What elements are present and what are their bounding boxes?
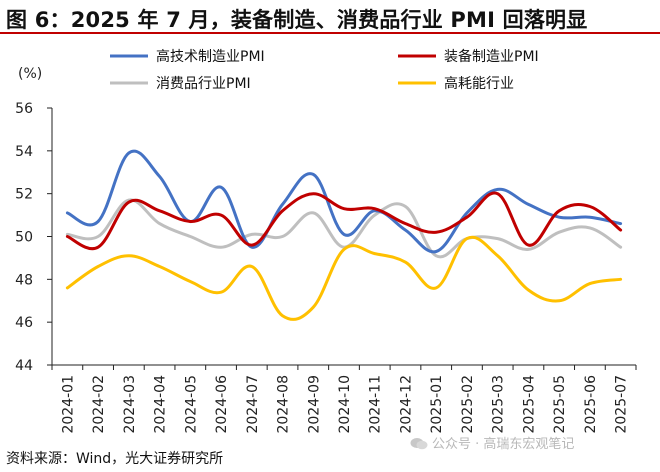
x-tick-label: 2024-09	[306, 375, 322, 434]
x-tick-label: 2024-08	[276, 375, 292, 434]
x-tick-label: 2024-12	[398, 375, 414, 434]
series-line-2	[65, 191, 623, 251]
x-tick-label: 2025-01	[429, 375, 445, 434]
y-tick-label: 52	[15, 187, 33, 203]
x-tick-label: 2024-06	[214, 375, 230, 434]
y-tick-label: 46	[15, 315, 33, 331]
wechat-icon	[410, 438, 428, 450]
legend-label-3: 消费品行业PMI	[156, 76, 251, 92]
title-bar: 图 6：2025 年 7 月，装备制造、消费品行业 PMI 回落明显	[0, 0, 660, 34]
legend-label-4: 高耗能行业	[444, 75, 514, 92]
x-tick-label: 2025-07	[614, 375, 630, 434]
x-tick-label: 2024-10	[337, 375, 353, 434]
x-tick-label: 2025-04	[521, 375, 537, 434]
legend: 高技术制造业PMI 装备制造业PMI 消费品行业PMI 高耗能行业	[110, 48, 539, 92]
x-tick-label: 2024-07	[245, 375, 261, 434]
source-note: 资料来源：Wind，光大证券研究所	[6, 451, 224, 467]
line-chart: 44 46 48 50 52 54 56 (%) 2024-01 2024-02 2024-03 20…	[15, 48, 637, 434]
x-tick-label: 2025-05	[552, 375, 568, 434]
y-tick-label: 44	[15, 358, 33, 374]
legend-label-1: 高技术制造业PMI	[156, 48, 265, 65]
y-tick-label: 50	[15, 230, 33, 246]
y-tick-label: 56	[15, 101, 33, 117]
series-line-4	[65, 235, 623, 321]
axes: 44 46 48 50 52 54 56 (%) 2024-01 2024-02 2024-03 20…	[15, 66, 637, 434]
watermark: 公众号 · 高瑞东宏观笔记	[410, 433, 574, 452]
x-tick-label: 2024-01	[60, 375, 76, 434]
x-tick-label: 2024-03	[122, 375, 138, 434]
y-tick-label: 54	[15, 144, 33, 160]
x-tick-label: 2024-02	[91, 375, 107, 434]
y-tick-label: 48	[15, 272, 33, 288]
watermark-text: 公众号 · 高瑞东宏观笔记	[432, 437, 575, 452]
legend-label-2: 装备制造业PMI	[444, 48, 539, 65]
series-line-3	[65, 198, 623, 259]
x-tick-label: 2024-11	[368, 375, 384, 434]
x-tick-label: 2025-03	[491, 375, 507, 434]
x-tick-label: 2024-05	[183, 375, 199, 434]
y-axis-unit-label: (%)	[18, 66, 42, 82]
series-lines	[65, 149, 623, 321]
series-line-1	[65, 149, 623, 254]
x-tick-label: 2025-06	[583, 375, 599, 434]
x-tick-label: 2025-02	[460, 375, 476, 434]
x-tick-label: 2024-04	[153, 375, 169, 434]
chart-title: 图 6：2025 年 7 月，装备制造、消费品行业 PMI 回落明显	[6, 8, 588, 32]
